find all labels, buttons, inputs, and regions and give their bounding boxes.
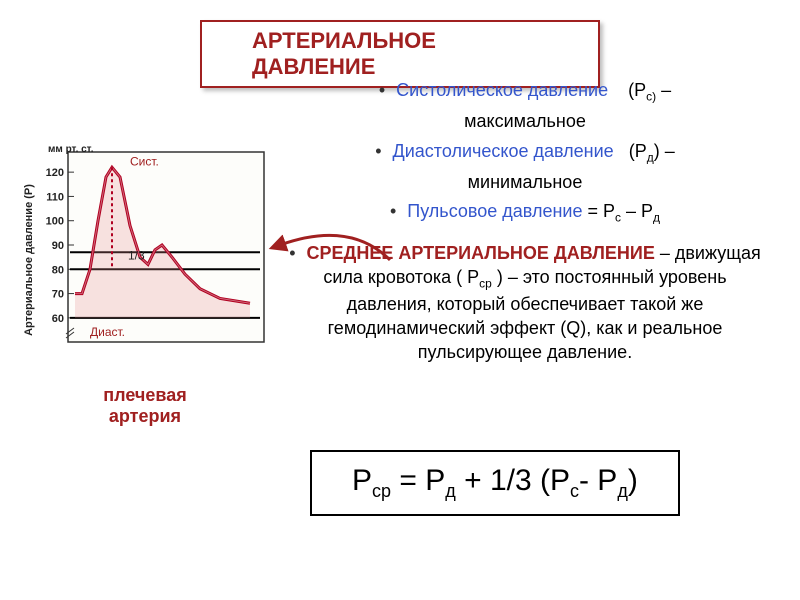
pressure-chart: Артериальное давление (Р) мм рт. ст. 60 70 8… <box>20 130 280 360</box>
svg-text:1/3: 1/3 <box>128 249 145 263</box>
title-text: АРТЕРИАЛЬНОЕ ДАВЛЕНИЕ <box>252 28 436 79</box>
bullet-list: • Систолическое давление (Рс) – максимал… <box>280 78 770 365</box>
svg-text:90: 90 <box>52 240 64 252</box>
svg-text:80: 80 <box>52 264 64 276</box>
mean-pressure-paragraph: • СРЕДНЕЕ АРТЕРИАЛЬНОЕ ДАВЛЕНИЕ – движущ… <box>280 241 770 365</box>
chart-svg: Артериальное давление (Р) мм рт. ст. 60 70 8… <box>20 130 280 360</box>
term-pulse: Пульсовое давление <box>407 201 582 221</box>
bullet-1: • Систолическое давление (Рс) – <box>280 78 770 105</box>
svg-text:100: 100 <box>46 216 64 228</box>
bullet-2: • Диастолическое давление (Рд) – <box>280 139 770 166</box>
term-systolic: Систолическое давление <box>396 80 608 100</box>
svg-text:Диаст.: Диаст. <box>90 325 125 339</box>
bullet-1-line2: максимальное <box>280 109 770 134</box>
svg-text:Артериальное давление (Р): Артериальное давление (Р) <box>23 184 35 336</box>
formula-box: Рср = Рд + 1/3 (Рс- Рд) <box>310 450 680 516</box>
bullet-3: • Пульсовое давление = Рс – Рд <box>280 199 770 226</box>
svg-text:70: 70 <box>52 289 64 301</box>
bullet-2-line2: минимальное <box>280 170 770 195</box>
svg-text:120: 120 <box>46 167 64 179</box>
svg-text:Сист.: Сист. <box>130 154 159 168</box>
chart-caption: плечевая артерия <box>70 385 220 427</box>
term-mean: СРЕДНЕЕ АРТЕРИАЛЬНОЕ ДАВЛЕНИЕ <box>307 243 655 263</box>
term-diastolic: Диастолическое давление <box>393 141 614 161</box>
svg-text:110: 110 <box>46 191 64 203</box>
svg-text:60: 60 <box>52 313 64 325</box>
svg-text:мм рт. ст.: мм рт. ст. <box>48 144 94 155</box>
